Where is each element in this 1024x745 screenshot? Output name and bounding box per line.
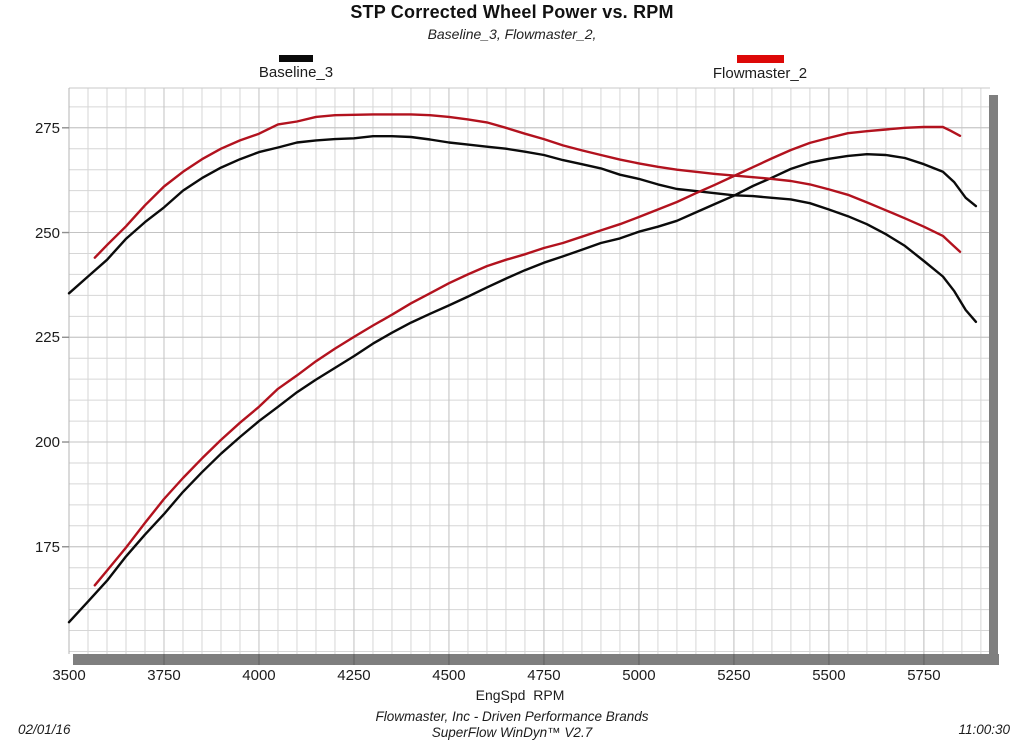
baseline_3-power-curve	[67, 152, 978, 624]
x-axis-title: EngSpd RPM	[475, 687, 565, 703]
x-tick-label: 5500	[812, 667, 846, 684]
legend-label-flowmaster: Flowmaster_2	[712, 65, 808, 82]
chart-title: STP Corrected Wheel Power vs. RPM	[350, 2, 674, 22]
footer-software: SuperFlow WinDyn™ V2.7	[431, 725, 593, 740]
legend-label-baseline: Baseline_3	[258, 64, 334, 81]
y-tick-label: 250	[34, 224, 60, 242]
x-tick-label: 5750	[907, 667, 941, 684]
x-tick-label: 5000	[622, 667, 656, 684]
x-tick-label: 4250	[337, 667, 371, 684]
legend-item-baseline: Baseline_3	[236, 55, 356, 81]
flowmaster_2-torque-curve	[93, 113, 962, 259]
x-tick-label: 4750	[527, 667, 561, 684]
y-tick-label: 275	[34, 119, 60, 137]
x-tick-label: 3750	[147, 667, 181, 684]
x-tick-label: 4000	[242, 667, 276, 684]
footer-time: 11:00:30	[958, 722, 1010, 737]
legend-swatch-baseline	[279, 55, 313, 62]
baseline_3-torque-curve	[67, 134, 978, 323]
legend-item-flowmaster: Flowmaster_2	[700, 55, 820, 82]
y-tick-label: 200	[34, 434, 60, 451]
bottom-shadow-bar	[73, 654, 999, 665]
footer-company: Flowmaster, Inc - Driven Performance Bra…	[375, 709, 649, 724]
right-shadow-bar	[989, 95, 998, 665]
flowmaster_2-power-curve	[93, 125, 962, 587]
footer-date: 02/01/16	[18, 722, 71, 737]
y-tick-label: 175	[34, 538, 60, 556]
legend-swatch-flowmaster	[736, 55, 784, 63]
chart-subtitle: Baseline_3, Flowmaster_2,	[427, 26, 597, 42]
x-tick-label: 3500	[52, 667, 86, 684]
x-tick-label: 5250	[717, 667, 751, 684]
y-tick-label: 225	[34, 329, 60, 347]
x-tick-label: 4500	[432, 667, 466, 684]
